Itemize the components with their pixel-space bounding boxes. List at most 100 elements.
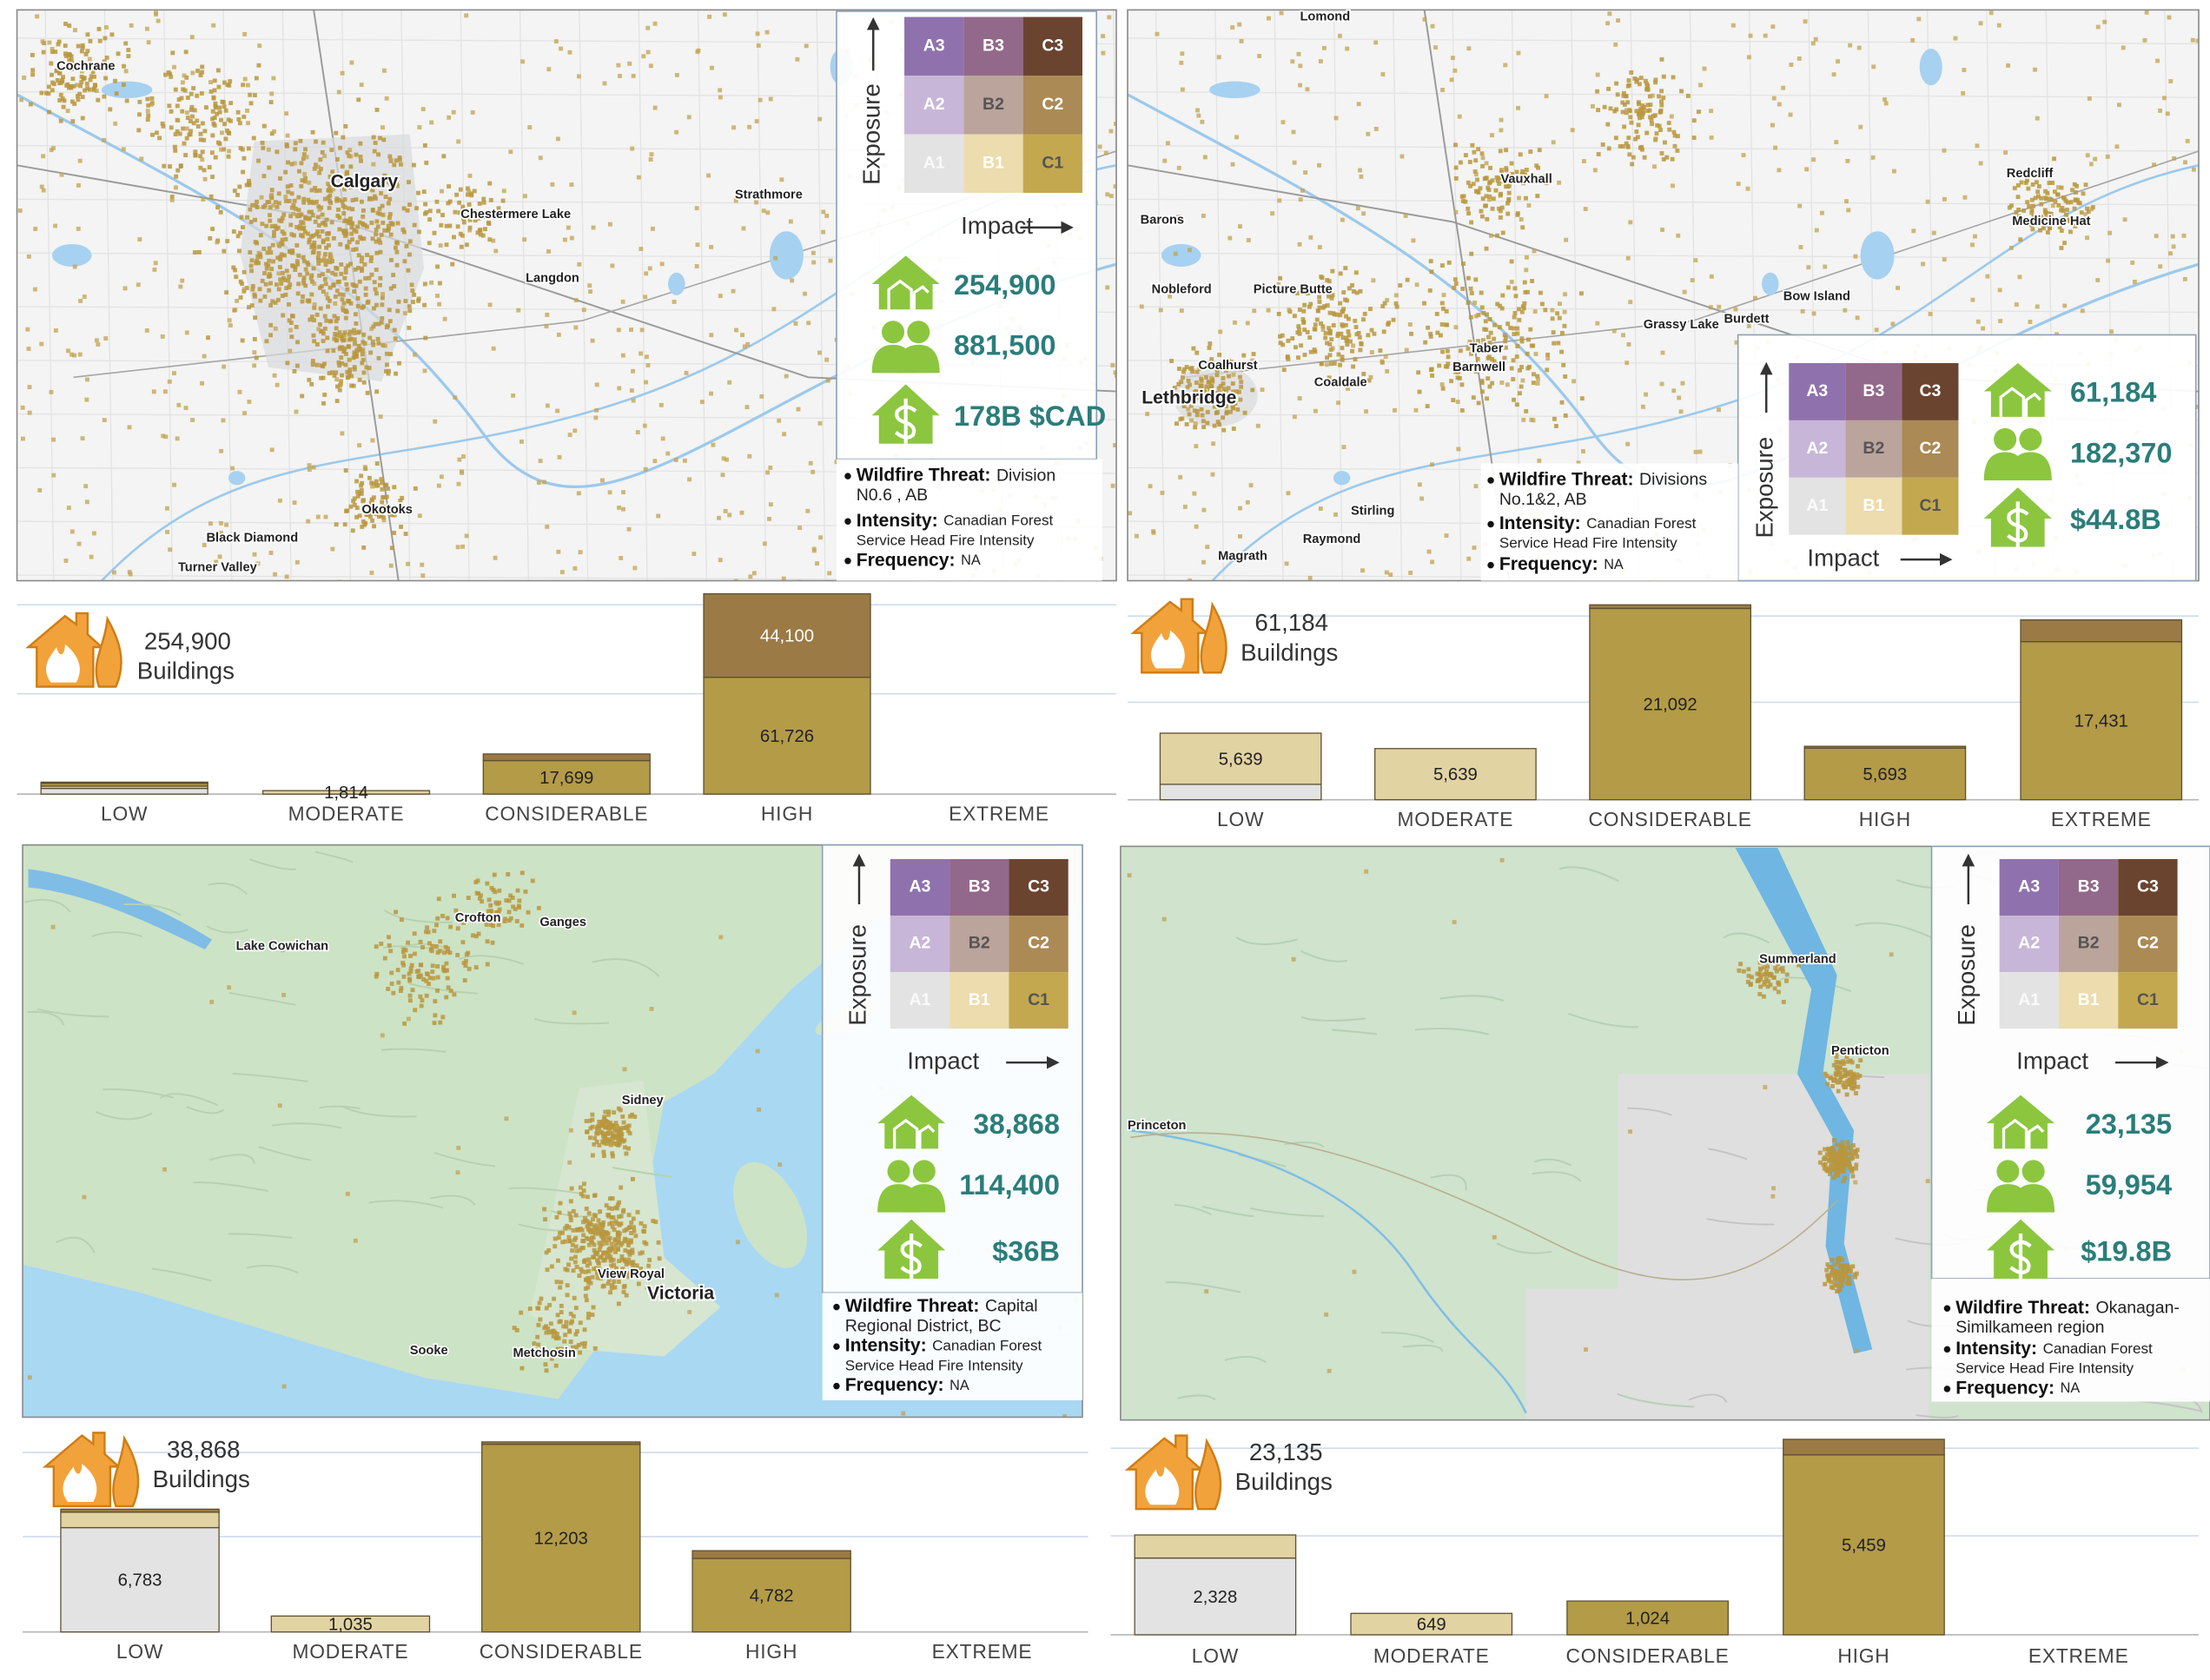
building-dot (248, 207, 253, 212)
building-dot (344, 218, 348, 223)
building-dot (103, 76, 109, 81)
building-dot (1194, 369, 1200, 374)
building-dot (347, 299, 352, 304)
building-dot (1838, 1280, 1843, 1285)
building-dot (1479, 214, 1485, 219)
building-dot (334, 157, 340, 162)
building-dot (646, 1263, 652, 1268)
building-dot (506, 898, 512, 903)
building-dot (219, 520, 223, 526)
building-dot (102, 137, 107, 142)
building-dot (387, 319, 393, 324)
building-dot (1460, 286, 1466, 291)
building-dot (1828, 1172, 1832, 1176)
building-dot (547, 1353, 552, 1358)
building-dot (444, 961, 449, 966)
building-dot (1430, 23, 1435, 29)
building-dot (624, 1227, 629, 1232)
building-dot (60, 78, 65, 83)
building-dot (621, 490, 625, 495)
building-dot (337, 387, 342, 393)
building-dot (546, 1330, 552, 1335)
building-dot (1384, 570, 1389, 575)
building-dot (22, 76, 27, 80)
building-dot (610, 1282, 615, 1287)
building-dot (208, 89, 214, 94)
building-dot (292, 198, 297, 203)
building-dot (211, 23, 216, 28)
building-dot (1359, 174, 1364, 179)
building-dot (334, 522, 339, 527)
building-dot (208, 235, 213, 241)
building-dot (407, 239, 413, 244)
building-dot (1691, 118, 1697, 123)
building-dot (2080, 222, 2085, 227)
building-dot (1487, 384, 1492, 389)
terrain-ridge (91, 931, 143, 938)
building-dot (334, 338, 340, 343)
building-dot (175, 129, 180, 134)
building-dot (639, 1267, 644, 1271)
building-dot (1298, 63, 1303, 69)
building-dot (612, 1285, 618, 1290)
building-dot (1652, 113, 1658, 118)
building-dot (559, 1346, 564, 1352)
building-dot (406, 940, 411, 945)
building-dot (1469, 291, 1474, 295)
building-dot (602, 1124, 607, 1129)
building-dot (1335, 331, 1340, 336)
building-dot (393, 336, 398, 341)
building-dot (297, 272, 302, 277)
building-dot (1490, 133, 1494, 138)
building-dot (1176, 165, 1181, 170)
building-dot (1823, 264, 1828, 269)
building-dot (1882, 97, 1888, 102)
building-dot (478, 232, 483, 237)
building-dot (1505, 176, 1510, 182)
building-dot (447, 223, 453, 228)
info-text: Division (996, 466, 1055, 485)
building-dot (344, 171, 349, 176)
building-dot (386, 201, 391, 206)
building-dot (1759, 960, 1764, 965)
building-dot (1260, 387, 1265, 393)
building-dot (606, 1206, 612, 1211)
building-dot (1629, 70, 1634, 75)
building-dot (1405, 277, 1410, 282)
place-label: Black Diamond (206, 532, 298, 546)
building-dot (314, 341, 320, 347)
building-dot (529, 1353, 533, 1358)
building-dot (190, 70, 195, 76)
building-dot (365, 390, 370, 395)
building-dot (288, 282, 293, 287)
building-dot (285, 133, 290, 138)
building-dot (53, 50, 58, 55)
building-dot (1644, 86, 1650, 91)
building-dot (567, 433, 572, 438)
building-dot (1279, 10, 1284, 16)
building-dot (606, 1126, 612, 1131)
building-dot (568, 1214, 573, 1220)
building-dot (2023, 180, 2028, 185)
building-dot (1216, 386, 1221, 391)
building-dot (1628, 115, 1633, 120)
building-dot (1535, 374, 1540, 379)
building-dot (622, 1239, 627, 1244)
building-dot (1504, 148, 1509, 153)
building-dot (41, 188, 46, 193)
building-dot (215, 240, 220, 245)
building-dot (278, 257, 283, 262)
building-dot (610, 1131, 615, 1136)
building-dot (1532, 309, 1538, 314)
building-dot (709, 65, 714, 70)
building-dot (301, 278, 307, 283)
building-dot (268, 250, 274, 255)
exposure-label: Exposure (1751, 437, 1778, 539)
building-dot (2018, 237, 2023, 242)
building-dot (1771, 96, 1777, 101)
building-dot (1300, 188, 1305, 193)
building-dot (387, 226, 392, 231)
building-dot (345, 244, 349, 248)
building-dot (604, 1240, 609, 1246)
data-label: 6,783 (118, 1571, 162, 1591)
